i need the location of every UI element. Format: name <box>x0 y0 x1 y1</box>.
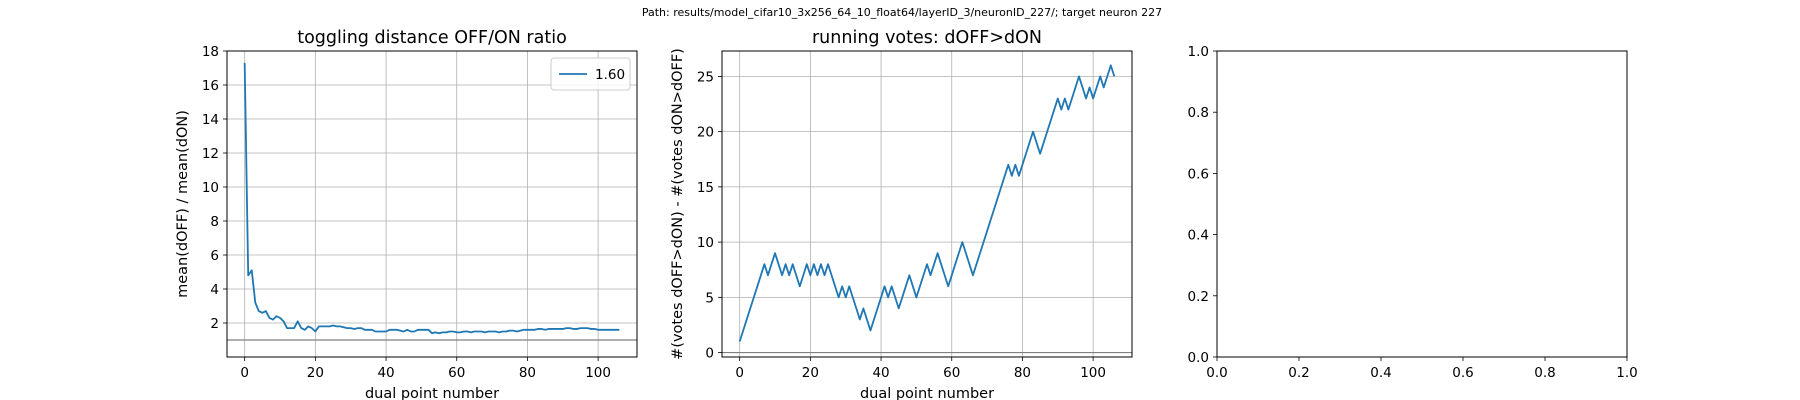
x-tick-label: 60 <box>448 365 465 381</box>
x-tick-label: 1.0 <box>1616 365 1637 381</box>
y-tick-label: 18 <box>202 44 219 60</box>
chart-panel-2: 0 20 40 60 80 100 0 5 10 15 20 25 running votes: dOF… <box>670 28 1133 400</box>
y-tick-label: 8 <box>210 214 219 230</box>
x-tick-label: 40 <box>872 365 889 381</box>
legend-label: 1.60 <box>595 67 625 83</box>
y-tick-label: 0.6 <box>1188 166 1209 182</box>
x-tick-label: 0.6 <box>1452 365 1473 381</box>
y-tick-label: 0.4 <box>1188 228 1209 244</box>
axes-frame <box>721 50 1133 358</box>
y-tick-label: 20 <box>697 125 714 141</box>
x-axis-label: dual point number <box>860 386 994 400</box>
figure-suptitle: Path: results/model_cifar10_3x256_64_10_… <box>642 6 1162 19</box>
axes-frame <box>226 50 638 358</box>
x-tick-label: 80 <box>519 365 536 381</box>
chart-panel-3: 0.0 0.2 0.4 0.6 0.8 1.0 0.0 0.2 0.4 0.6 0.8 1.0 <box>1188 44 1638 381</box>
y-tick-label: 25 <box>697 69 714 85</box>
legend-box <box>550 57 631 91</box>
y-tick-label: 6 <box>210 248 219 264</box>
y-tick-label: 0 <box>705 346 714 362</box>
x-tick-label: 0 <box>240 365 249 381</box>
chart-title: running votes: dOFF>dON <box>812 28 1042 48</box>
y-tick-label: 2 <box>210 316 219 332</box>
y-axis-label: #(votes dOFF>dON) - #(votes dON>dOFF) <box>670 48 686 360</box>
y-tick-label: 0.0 <box>1188 350 1209 366</box>
y-tick-label: 0.2 <box>1188 289 1209 305</box>
axes-frame <box>1216 50 1628 358</box>
x-tick-label: 0 <box>735 365 744 381</box>
chart-panel-1: 0 20 40 60 80 100 2 4 6 8 10 12 14 16 18 toggling dista… <box>175 28 638 400</box>
x-tick-label: 0.4 <box>1370 365 1391 381</box>
x-tick-label: 0.8 <box>1534 365 1555 381</box>
x-tick-label: 80 <box>1014 365 1031 381</box>
series-line-1 <box>738 64 1116 342</box>
y-tick-label: 14 <box>202 112 219 128</box>
x-tick-label: 0.2 <box>1288 365 1309 381</box>
y-tick-label: 10 <box>202 180 219 196</box>
y-tick-label: 4 <box>210 282 219 298</box>
x-tick-label: 20 <box>307 365 324 381</box>
x-tick-label: 100 <box>585 365 611 381</box>
x-tick-label: 40 <box>377 365 394 381</box>
y-tick-label: 16 <box>202 78 219 94</box>
y-tick-label: 12 <box>202 146 219 162</box>
x-axis-label: dual point number <box>365 386 499 400</box>
x-tick-label: 0.0 <box>1206 365 1227 381</box>
series-line-1 <box>243 62 620 335</box>
legend: 1.60 <box>550 57 631 91</box>
x-tick-label: 20 <box>802 365 819 381</box>
y-tick-label: 0.8 <box>1188 105 1209 121</box>
y-tick-label: 10 <box>697 235 714 251</box>
y-tick-label: 15 <box>697 180 714 196</box>
y-tick-label: 5 <box>705 290 714 306</box>
y-tick-label: 1.0 <box>1188 44 1209 60</box>
x-tick-label: 60 <box>943 365 960 381</box>
y-axis-label: mean(dOFF) / mean(dON) <box>175 110 191 298</box>
chart-title: toggling distance OFF/ON ratio <box>297 28 567 48</box>
x-tick-label: 100 <box>1080 365 1106 381</box>
